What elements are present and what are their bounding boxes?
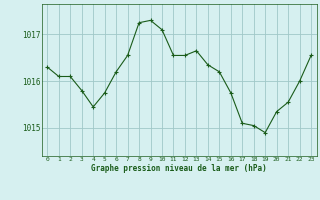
X-axis label: Graphe pression niveau de la mer (hPa): Graphe pression niveau de la mer (hPa) (91, 164, 267, 173)
